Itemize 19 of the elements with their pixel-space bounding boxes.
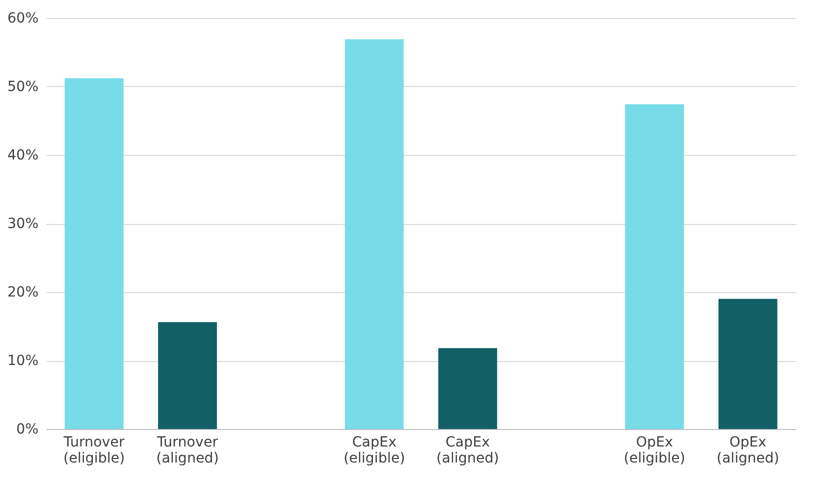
bar	[344, 39, 404, 429]
y-tick-label: 20%	[7, 284, 38, 300]
y-tick-label: 30%	[7, 216, 38, 232]
y-tick-label: 60%	[7, 10, 38, 26]
x-tick-label: Turnover (eligible)	[62, 434, 125, 466]
y-tick-label: 10%	[7, 353, 38, 369]
x-tick-label: CapEx (aligned)	[436, 434, 499, 466]
y-tick-label: 40%	[7, 148, 38, 164]
y-tick-label: 50%	[7, 79, 38, 95]
bar	[718, 298, 778, 429]
bar	[64, 78, 124, 429]
x-tick-label: Turnover (aligned)	[156, 434, 219, 466]
x-tick-label: OpEx (eligible)	[624, 434, 686, 466]
y-tick-label: 0%	[16, 422, 38, 438]
bar	[158, 322, 217, 429]
x-tick-label: CapEx (eligible)	[344, 434, 406, 466]
bar	[438, 348, 498, 429]
bar	[625, 104, 684, 429]
x-tick-label: OpEx (aligned)	[716, 434, 780, 466]
